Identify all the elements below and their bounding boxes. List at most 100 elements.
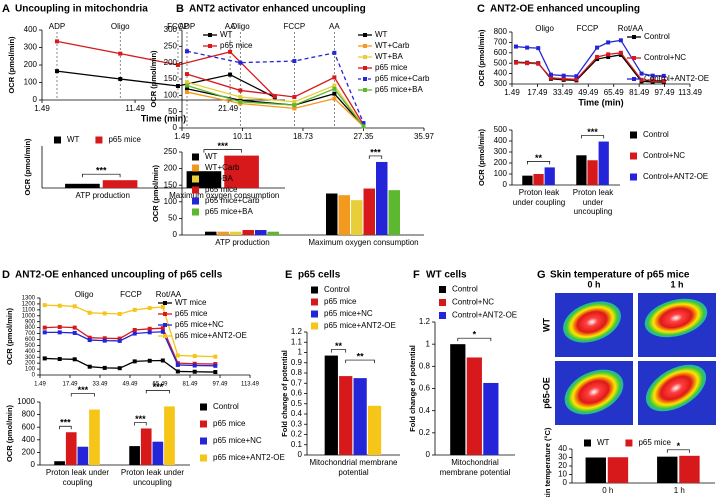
y-tick-label: 0: [503, 180, 508, 189]
significance-bracket: [666, 449, 690, 453]
legend-label: WT+Carb: [375, 41, 410, 50]
column-label: 0 h: [587, 279, 600, 289]
bar: [102, 180, 138, 188]
series-line: [44, 326, 216, 365]
x-tick-label: 33.49: [553, 88, 574, 97]
legend-marker: [363, 88, 367, 92]
y-tick-label: 400: [22, 435, 36, 444]
point: [160, 358, 165, 363]
legend-marker: [363, 55, 367, 59]
point: [548, 72, 553, 77]
point: [192, 363, 197, 368]
point: [42, 330, 47, 335]
point: [650, 73, 655, 78]
x-tick-label: Maximum oxygen consumption: [308, 238, 419, 247]
x-tick-label: 81.49: [629, 88, 650, 97]
panel-label: G: [537, 269, 546, 281]
panel-label: B: [176, 3, 184, 15]
legend-label: WT: [67, 135, 80, 144]
bar: [363, 188, 376, 235]
legend-label: p65 mice+ANT2-OE: [324, 321, 396, 330]
panel-title: Skin temperature of p65 mice: [550, 270, 690, 281]
x-tick-label: Proton leak under uncoupling: [572, 188, 614, 216]
legend-swatch: [311, 310, 318, 318]
legend-marker: [163, 312, 167, 316]
bar: [65, 183, 100, 188]
y-axis-label: OCR (pmol/min): [477, 29, 486, 87]
point: [213, 370, 218, 375]
bar: [522, 175, 533, 185]
legend-label: p65 mice+NC: [175, 320, 224, 329]
legend-swatch: [625, 439, 633, 447]
legend-swatch: [584, 439, 591, 447]
significance-bracket: [457, 337, 492, 342]
point: [175, 362, 180, 367]
point: [661, 73, 666, 78]
bar: [679, 455, 700, 483]
point: [54, 69, 59, 74]
y-tick-label: 150: [164, 74, 178, 83]
y-tick-label: 0.8: [291, 368, 303, 377]
x-tick-label: 21.49: [218, 104, 239, 113]
point: [228, 49, 233, 54]
point: [561, 76, 566, 81]
y-tick-label: 100: [24, 78, 38, 87]
y-tick-label: 600: [22, 422, 36, 431]
significance-label: ***: [153, 382, 164, 392]
legend-label: Control: [643, 130, 669, 139]
x-tick-label-box: Proton leak under uncoupling: [121, 468, 184, 487]
phase-label: Oligo: [535, 24, 554, 33]
legend-label: Control+ANT2-OE: [643, 172, 708, 181]
bar: [77, 446, 89, 465]
y-tick-label: 200: [164, 58, 178, 67]
bar: [576, 155, 587, 185]
x-tick-label: 1 h: [673, 486, 685, 495]
y-tick-label: 0.2: [291, 430, 303, 439]
legend-marker: [363, 44, 367, 48]
series-line: [44, 304, 216, 358]
y-tick-label: 0.8: [419, 361, 431, 370]
phase-label: Oligo: [111, 22, 130, 31]
legend-label: p65 mice: [205, 185, 238, 194]
bar: [483, 382, 499, 455]
legend-marker: [363, 66, 367, 70]
significance-label: **: [357, 351, 365, 361]
point: [72, 330, 77, 335]
x-tick-label-box: Mitochondrial membrane potential: [440, 458, 511, 477]
legend-label: p65 mice: [375, 63, 408, 72]
panel-title: ANT2 activator enhanced uncoupling: [189, 4, 366, 15]
y-tick-label: 0.7: [291, 378, 303, 387]
point: [292, 106, 297, 111]
legend-swatch: [200, 420, 207, 428]
point: [238, 94, 243, 99]
y-tick-label: 0: [426, 450, 431, 459]
point: [595, 57, 600, 62]
panel-title: p65 cells: [298, 270, 341, 281]
point: [192, 354, 197, 359]
point: [175, 63, 180, 67]
legend-label: Control: [452, 285, 478, 294]
y-axis-label: OCR (pmol/min): [151, 164, 160, 222]
y-tick-label: 300: [494, 147, 508, 156]
legend-swatch: [95, 136, 103, 144]
x-tick-label: 97.49: [212, 382, 228, 388]
phase-label: Rot/AA: [156, 290, 182, 299]
y-tick-label: 500: [25, 343, 36, 349]
point: [87, 335, 92, 340]
x-tick-label-box: Mitochondrial membrane potential: [309, 458, 397, 477]
significance-bracket: [70, 393, 95, 397]
significance-bracket: [581, 135, 605, 139]
y-tick-label: 1.2: [291, 327, 303, 336]
point: [574, 74, 579, 79]
y-tick-label: 150: [164, 180, 178, 189]
x-tick-label: 17.49: [62, 382, 78, 388]
point: [292, 99, 297, 104]
legend-label: p65 mice+NC: [213, 436, 262, 445]
point: [661, 78, 666, 83]
y-tick-label: 1.2: [419, 317, 431, 326]
y-tick-label: 1000: [17, 397, 35, 406]
point: [87, 310, 92, 315]
point: [525, 45, 530, 50]
bar: [324, 355, 338, 455]
